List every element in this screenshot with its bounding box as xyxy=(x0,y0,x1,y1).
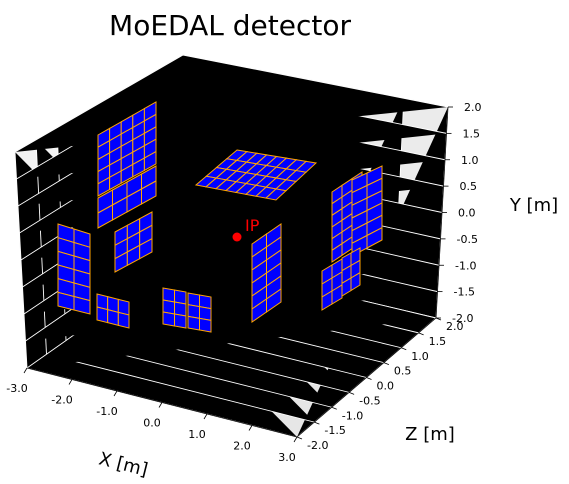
z-tick-mark xyxy=(366,377,372,380)
detector-cell xyxy=(139,237,153,260)
module-top-plate xyxy=(194,149,318,201)
x-tick-mark xyxy=(248,425,253,431)
x-tick-mark xyxy=(113,390,118,397)
y-axis-label: Y [m] xyxy=(509,195,558,216)
detector-cell xyxy=(141,180,157,205)
z-tick-mark xyxy=(296,436,303,440)
z-tick-label: 1.5 xyxy=(429,335,447,348)
detector-cell xyxy=(187,315,200,331)
detector-cell xyxy=(162,311,175,327)
module-right-b xyxy=(351,165,383,257)
x-tick-label: -1.0 xyxy=(96,405,117,418)
z-tick-label: -2.0 xyxy=(307,439,328,452)
x-tick-mark xyxy=(68,379,73,385)
z-tick-label: -1.5 xyxy=(324,424,345,437)
module-back-left-upper xyxy=(97,101,157,197)
x-tick-mark xyxy=(23,367,28,374)
detector-cell xyxy=(264,188,288,201)
z-tick-label: 1.0 xyxy=(411,350,429,363)
z-tick-mark xyxy=(331,406,337,410)
x-tick-labels: -3.0 -2.0 -1.0 0.0 1.0 2.0 3.0 xyxy=(6,367,298,464)
x-tick-label: 3.0 xyxy=(278,451,296,464)
x-axis-label: X [m] xyxy=(97,448,150,480)
detector-cell xyxy=(199,317,212,333)
y-tick-label: 0.0 xyxy=(458,207,476,220)
module-left-wall xyxy=(57,223,91,315)
y-tick-label: 1.5 xyxy=(463,127,481,140)
y-tick-label: -2.0 xyxy=(452,312,473,325)
x-tick-label: -3.0 xyxy=(6,382,27,395)
x-tick-mark xyxy=(293,436,298,443)
y-tick-labels: -2.0 -1.5 -1.0 -0.5 0.0 0.5 1.0 1.5 2.0 xyxy=(436,101,482,325)
z-tick-mark xyxy=(314,421,320,425)
module-back-left-lower xyxy=(97,165,157,229)
z-tick-mark xyxy=(418,332,424,336)
x-tick-label: 2.0 xyxy=(233,440,251,453)
y-tick-label: 2.0 xyxy=(464,101,482,114)
detector-cell xyxy=(350,271,361,292)
y-tick-label: -1.5 xyxy=(454,286,475,299)
z-tick-label: 2.0 xyxy=(446,320,464,333)
detector-cell xyxy=(174,313,187,329)
y-tick-label: 0.5 xyxy=(460,180,478,193)
detector-cell xyxy=(331,284,343,305)
z-tick-label: 0.0 xyxy=(377,380,395,393)
detector-cell xyxy=(117,311,130,329)
y-tick-label: 1.0 xyxy=(461,154,479,167)
data-points: IP xyxy=(232,216,260,242)
detector-cell xyxy=(96,306,109,324)
detector-cell xyxy=(73,295,91,315)
z-tick-mark xyxy=(401,347,407,351)
z-tick-label: -1.0 xyxy=(342,409,363,422)
x-tick-mark xyxy=(158,402,163,408)
x-tick-mark xyxy=(203,413,208,420)
module-floor-b xyxy=(162,287,187,329)
module-right-lower-b xyxy=(341,247,361,297)
x-tick-label: 0.0 xyxy=(143,417,161,430)
z-tick-label: -0.5 xyxy=(359,394,380,407)
ip-point xyxy=(232,232,242,242)
x-tick-label: -2.0 xyxy=(51,394,72,407)
detector-cell xyxy=(143,150,157,172)
module-floor-c xyxy=(187,292,212,333)
detector-modules xyxy=(57,101,383,333)
ip-label: IP xyxy=(245,216,260,235)
module-back-left-small xyxy=(114,211,153,273)
z-tick-label: 0.5 xyxy=(394,365,412,378)
z-tick-labels: -2.0 -1.5 -1.0 -0.50.0 0.5 1.01.5 2.0 xyxy=(296,317,464,452)
module-floor-a xyxy=(96,293,130,329)
z-tick-mark xyxy=(383,362,390,365)
x-tick-label: 1.0 xyxy=(188,428,206,441)
z-axis-label: Z [m] xyxy=(405,424,455,445)
detector-cell xyxy=(366,226,383,249)
y-tick-label: -1.0 xyxy=(455,259,476,272)
detector-cell xyxy=(266,288,282,313)
chart-title: MoEDAL detector xyxy=(109,9,351,42)
z-tick-mark xyxy=(348,392,355,395)
module-center xyxy=(251,223,282,323)
detector-cell xyxy=(107,309,119,326)
y-tick-label: -0.5 xyxy=(457,233,478,246)
